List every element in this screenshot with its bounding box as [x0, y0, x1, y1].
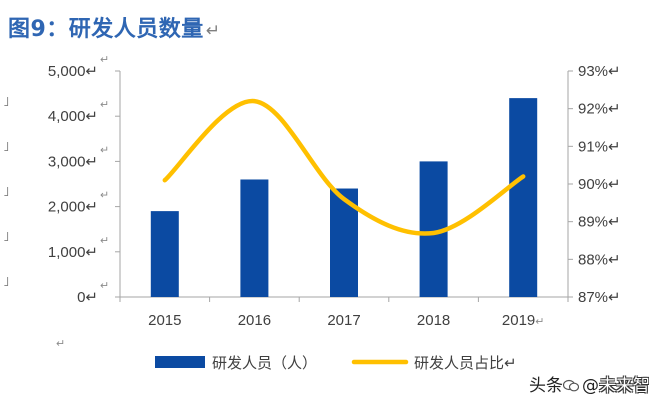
- legend-line-label: 研发人员占比↵: [414, 355, 517, 372]
- right-tick-label: 88%↵: [578, 251, 621, 268]
- right-tick-label: 89%↵: [578, 214, 621, 231]
- left-mark: ˩: [3, 140, 10, 155]
- left-tick-label: 3,000↵: [48, 153, 98, 170]
- chart-labels: 0↵1,000↵2,000↵3,000↵4,000↵5,000↵↵↵↵↵↵↵87…: [48, 54, 621, 350]
- left-mark: ˩: [3, 95, 10, 110]
- left-tick-label: 0↵: [77, 289, 98, 306]
- watermark-source: 未来智库: [599, 376, 649, 396]
- left-axis-return-mark: ↵: [100, 99, 109, 111]
- x-tick-label: 2019↵: [502, 312, 545, 329]
- left-axis-return-mark: ↵: [100, 54, 109, 66]
- right-tick-label: 90%↵: [578, 176, 621, 193]
- chart-legend: 研发人员（人） 研发人员占比↵: [155, 355, 517, 372]
- watermark-logo-icon: [562, 377, 580, 392]
- left-tick-label: 2,000↵: [48, 199, 98, 216]
- bar-2019: [509, 98, 538, 298]
- line-series: [162, 98, 526, 236]
- left-tick-label: 5,000↵: [48, 63, 98, 80]
- line-ratio-path: [162, 98, 526, 236]
- watermark-prefix: 头条: [529, 376, 563, 396]
- left-axis-return-mark: ↵: [100, 235, 109, 247]
- right-tick-label: 87%↵: [578, 289, 621, 306]
- legend-bar-label: 研发人员（人）: [212, 355, 317, 372]
- left-tick-label: 1,000↵: [48, 244, 98, 261]
- watermark-at: @: [582, 376, 599, 396]
- x-tick-label: 2018: [417, 312, 450, 329]
- x-label-return-mark: ↵: [535, 316, 544, 328]
- title-return-mark: ↵: [205, 21, 221, 41]
- x-tick-label: 2017: [327, 312, 360, 329]
- x-tick-label: 2016: [238, 312, 271, 329]
- right-tick-label: 92%↵: [578, 101, 621, 118]
- left-axis-return-mark: ↵: [100, 190, 109, 202]
- left-axis-return-mark: ↵: [100, 144, 109, 156]
- left-mark: ˩: [3, 275, 10, 290]
- right-tick-label: 93%↵: [578, 63, 621, 80]
- figure-title: 图9：研发人员数量 ↵: [8, 11, 221, 43]
- figure-title-text: 图9：研发人员数量: [8, 17, 204, 42]
- left-margin-marks: ˩ ˩ ˩ ˩ ˩: [3, 80, 9, 305]
- bar-2016: [240, 179, 269, 297]
- right-tick-label: 91%↵: [578, 138, 621, 155]
- left-mark: ˩: [3, 230, 10, 245]
- stray-return-mark: ↵: [56, 338, 65, 350]
- bar-2015: [150, 211, 179, 297]
- left-axis-return-mark: ↵: [100, 280, 109, 292]
- left-mark: ˩: [3, 185, 10, 200]
- legend-bar-swatch: [155, 356, 205, 368]
- x-tick-label: 2015: [148, 312, 181, 329]
- left-tick-label: 4,000↵: [48, 108, 98, 125]
- watermark: 头条 @未来智库: [529, 371, 649, 396]
